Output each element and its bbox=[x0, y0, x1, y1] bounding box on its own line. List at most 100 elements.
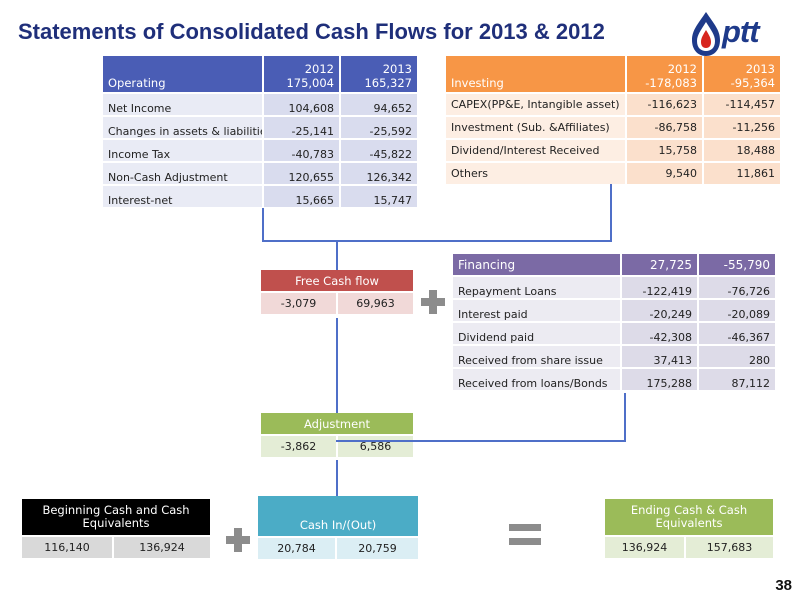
adjustment-box: Adjustment -3,862 6,586 bbox=[261, 413, 413, 457]
free-cash-flow-box: Free Cash flow -3,079 69,963 bbox=[261, 270, 414, 314]
equals-icon bbox=[509, 524, 541, 546]
value-2013: 11,861 bbox=[702, 161, 780, 184]
value-2013: -46,367 bbox=[697, 321, 775, 345]
table-row: Non-Cash Adjustment 120,655 126,342 bbox=[103, 161, 417, 185]
value-2012: 120,655 bbox=[262, 161, 340, 185]
connector-line bbox=[262, 208, 264, 241]
value-2013: 126,342 bbox=[339, 161, 417, 185]
row-label: Interest paid bbox=[453, 298, 621, 322]
ending-cash-box: Ending Cash & Cash Equivalents 136,924 1… bbox=[605, 499, 773, 558]
cash-in-out-box: Cash In/(Out) 20,784 20,759 bbox=[258, 496, 419, 559]
table-row: Changes in assets & liabilities -25,141 … bbox=[103, 115, 417, 139]
adjustment-label: Adjustment bbox=[261, 413, 413, 435]
row-label: Dividend paid bbox=[453, 321, 621, 345]
value-2013: -114,457 bbox=[702, 92, 780, 116]
value-2013: -20,089 bbox=[697, 298, 775, 322]
table-row: Interest-net 15,665 15,747 bbox=[103, 184, 417, 207]
financing-total-2012: 27,725 bbox=[620, 254, 698, 276]
operating-2012-header: 2012 175,004 bbox=[262, 56, 340, 93]
logo-text: ptt bbox=[722, 14, 760, 49]
value-2012: 15,758 bbox=[625, 138, 703, 162]
beginning-cash-2012: 116,140 bbox=[22, 535, 113, 558]
row-label: Received from share issue bbox=[453, 344, 621, 368]
value-2013: 87,112 bbox=[697, 367, 775, 390]
cash-in-out-2012: 20,784 bbox=[258, 536, 336, 559]
cash-in-out-2013: 20,759 bbox=[334, 536, 419, 559]
row-label: Non-Cash Adjustment bbox=[103, 161, 263, 185]
connector-line bbox=[262, 240, 612, 242]
row-label: Interest-net bbox=[103, 184, 263, 207]
plus-icon bbox=[421, 290, 445, 314]
page-number: 38 bbox=[775, 577, 792, 594]
beginning-cash-2013: 136,924 bbox=[111, 535, 211, 558]
ending-cash-2012: 136,924 bbox=[605, 535, 685, 558]
table-row: Received from loans/Bonds 175,288 87,112 bbox=[453, 367, 775, 390]
ptt-flame-logo-icon bbox=[692, 12, 720, 56]
plus-icon bbox=[226, 528, 250, 552]
connector-line bbox=[336, 460, 338, 496]
connector-line bbox=[336, 318, 338, 413]
page-title: Statements of Consolidated Cash Flows fo… bbox=[18, 19, 605, 44]
value-2012: 15,665 bbox=[262, 184, 340, 207]
value-2012: 104,608 bbox=[262, 92, 340, 116]
ending-cash-2013: 157,683 bbox=[684, 535, 773, 558]
row-label: CAPEX(PP&E, Intangible asset) bbox=[446, 92, 626, 116]
investing-table: Investing 2012 -178,083 2013 -95,364 CAPEX… bbox=[446, 56, 780, 184]
value-2012: -25,141 bbox=[262, 115, 340, 139]
beginning-cash-box: Beginning Cash and Cash Equivalents 116,… bbox=[22, 499, 211, 558]
table-row: Repayment Loans -122,419 -76,726 bbox=[453, 275, 775, 299]
investing-2013-header: 2013 -95,364 bbox=[702, 56, 780, 93]
value-2012: -86,758 bbox=[625, 115, 703, 139]
connector-line bbox=[624, 393, 626, 442]
table-row: Investment (Sub. &Affiliates) -86,758 -1… bbox=[446, 115, 780, 139]
cash-in-out-label: Cash In/(Out) bbox=[258, 496, 419, 537]
value-2012: -122,419 bbox=[620, 275, 698, 299]
row-label: Changes in assets & liabilities bbox=[103, 115, 263, 139]
financing-table: Financing 27,725 -55,790 Repayment Loans… bbox=[453, 254, 775, 390]
value-2012: 175,288 bbox=[620, 367, 698, 390]
operating-2013-header: 2013 165,327 bbox=[339, 56, 417, 93]
operating-label: Operating bbox=[103, 56, 263, 93]
value-2013: 94,652 bbox=[339, 92, 417, 116]
ending-cash-label: Ending Cash & Cash Equivalents bbox=[605, 499, 773, 536]
row-label: Income Tax bbox=[103, 138, 263, 162]
value-2013: -76,726 bbox=[697, 275, 775, 299]
row-label: Received from loans/Bonds bbox=[453, 367, 621, 390]
free-cash-flow-2013: 69,963 bbox=[335, 291, 414, 314]
ptt-logo: ptt bbox=[688, 10, 788, 58]
connector-line bbox=[336, 440, 626, 442]
value-2012: 9,540 bbox=[625, 161, 703, 184]
connector-line bbox=[336, 241, 338, 270]
table-row: Income Tax -40,783 -45,822 bbox=[103, 138, 417, 162]
operating-table: Operating 2012 175,004 2013 165,327 Net In… bbox=[103, 56, 417, 207]
financing-header: Financing 27,725 -55,790 bbox=[453, 254, 775, 276]
table-row: Dividend/Interest Received 15,758 18,488 bbox=[446, 138, 780, 162]
operating-header: Operating 2012 175,004 2013 165,327 bbox=[103, 56, 417, 93]
value-2013: 15,747 bbox=[339, 184, 417, 207]
value-2013: -11,256 bbox=[702, 115, 780, 139]
table-row: Interest paid -20,249 -20,089 bbox=[453, 298, 775, 322]
value-2012: -20,249 bbox=[620, 298, 698, 322]
investing-2012-header: 2012 -178,083 bbox=[625, 56, 703, 93]
table-row: Others 9,540 11,861 bbox=[446, 161, 780, 184]
value-2012: -116,623 bbox=[625, 92, 703, 116]
row-label: Net Income bbox=[103, 92, 263, 116]
financing-total-2013: -55,790 bbox=[697, 254, 775, 276]
value-2012: -42,308 bbox=[620, 321, 698, 345]
row-label: Repayment Loans bbox=[453, 275, 621, 299]
value-2012: -40,783 bbox=[262, 138, 340, 162]
value-2013: -25,592 bbox=[339, 115, 417, 139]
value-2013: 280 bbox=[697, 344, 775, 368]
free-cash-flow-2012: -3,079 bbox=[261, 291, 337, 314]
value-2012: 37,413 bbox=[620, 344, 698, 368]
row-label: Investment (Sub. &Affiliates) bbox=[446, 115, 626, 139]
table-row: Net Income 104,608 94,652 bbox=[103, 92, 417, 116]
adjustment-2013: 6,586 bbox=[336, 434, 413, 457]
adjustment-2012: -3,862 bbox=[261, 434, 337, 457]
row-label: Others bbox=[446, 161, 626, 184]
value-2013: 18,488 bbox=[702, 138, 780, 162]
table-row: Received from share issue 37,413 280 bbox=[453, 344, 775, 368]
row-label: Dividend/Interest Received bbox=[446, 138, 626, 162]
investing-label: Investing bbox=[446, 56, 626, 93]
investing-header: Investing 2012 -178,083 2013 -95,364 bbox=[446, 56, 780, 93]
